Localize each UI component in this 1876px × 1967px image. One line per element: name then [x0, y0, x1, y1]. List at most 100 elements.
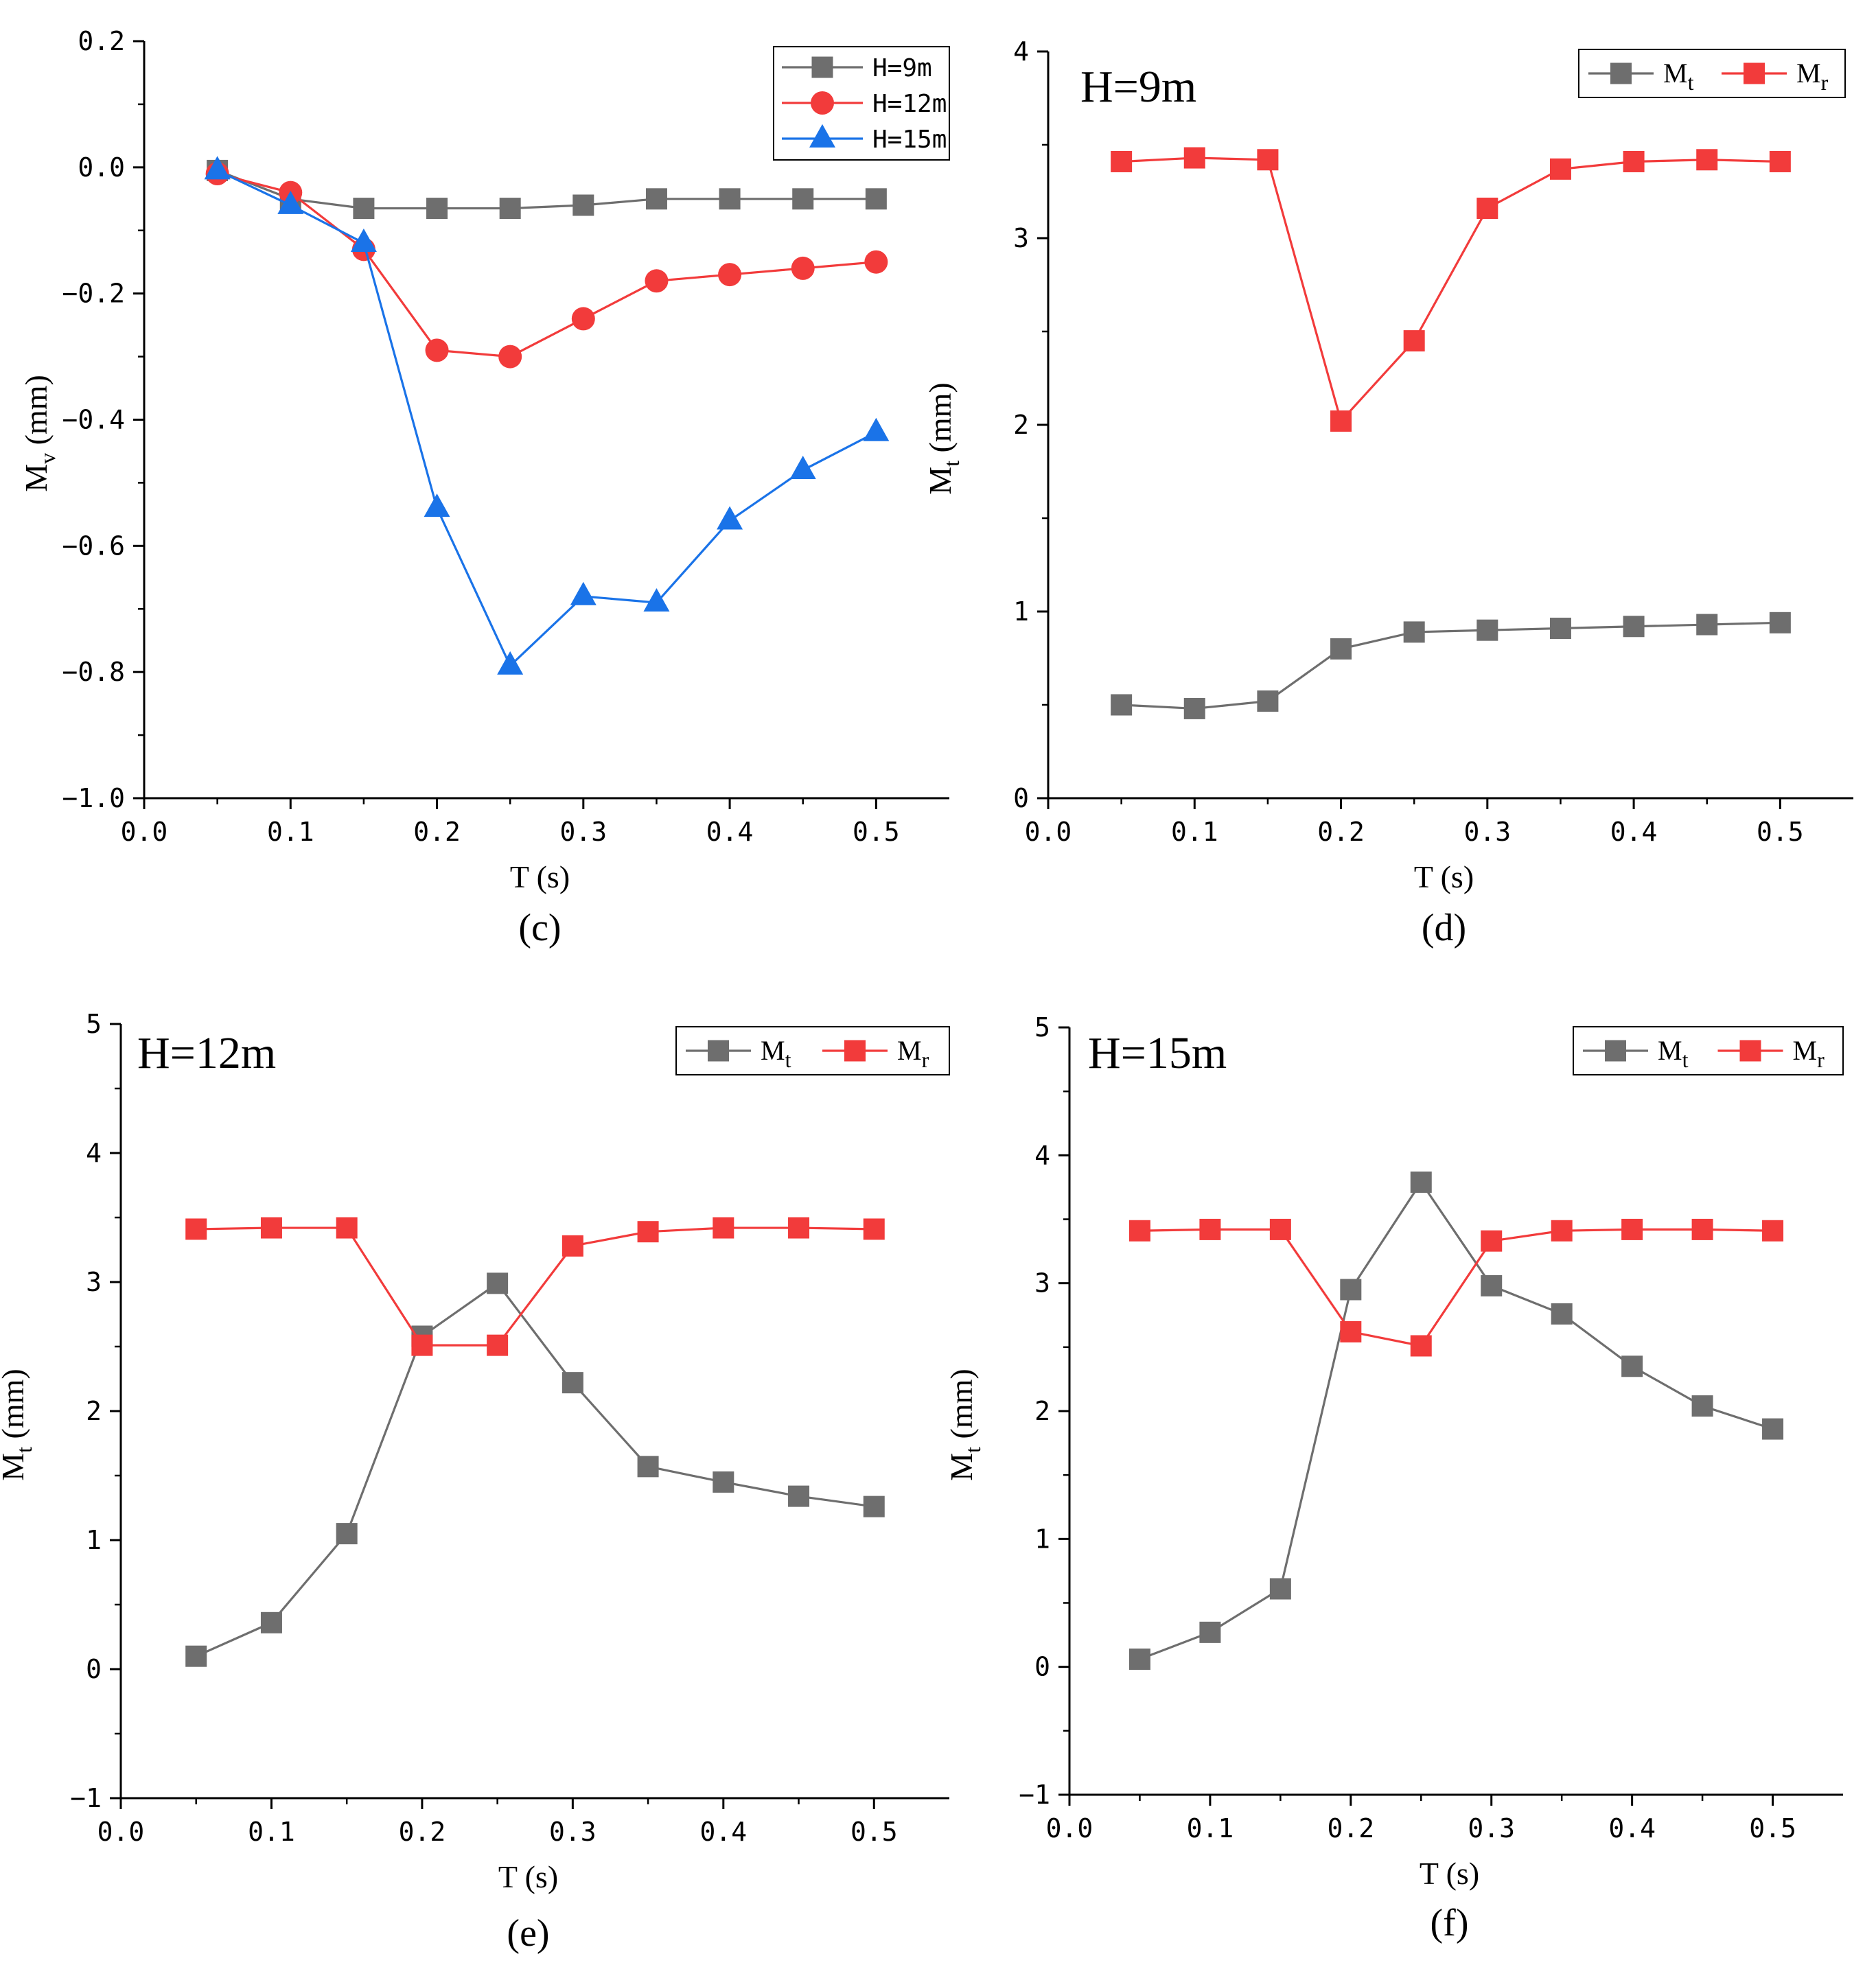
- x-tick-label: 0.2: [1327, 1813, 1374, 1843]
- data-point: [277, 190, 304, 214]
- data-point: [1403, 330, 1425, 352]
- series-line: [196, 1226, 875, 1347]
- data-point: [788, 1485, 810, 1507]
- y-axis-title-main: M: [944, 1453, 979, 1481]
- chart-panel-d: 0.0 0.1 0.2 0.3 0.4 0.5 0 1 2 3 4 T (s) Mt (mm) (d) H=…: [923, 36, 1853, 949]
- legend-label: Mt: [1658, 1035, 1689, 1072]
- x-axis-title: T (s): [498, 1859, 558, 1894]
- data-point: [1410, 1335, 1432, 1357]
- data-point: [1691, 1395, 1713, 1417]
- panel-annotation: H=15m: [1088, 1028, 1227, 1078]
- data-point: [643, 587, 670, 612]
- data-point: [792, 188, 814, 210]
- data-point: [185, 1645, 207, 1667]
- data-point: [1769, 150, 1791, 172]
- x-tick-label: 0.5: [853, 817, 900, 847]
- x-tick-label: 0.0: [1046, 1813, 1093, 1843]
- legend-marker: [1744, 62, 1765, 84]
- x-tick-label: 0.4: [706, 817, 754, 847]
- data-point: [204, 156, 231, 180]
- y-axis-title: Mv (mm): [19, 375, 60, 492]
- legend-label-main: H=12m: [872, 90, 947, 118]
- series-line: [217, 169, 877, 210]
- x-tick-label: 0.5: [1757, 817, 1804, 847]
- legend-label-sub: r: [922, 1047, 929, 1072]
- panel-annotation: H=12m: [137, 1028, 276, 1078]
- legend-label-sub: t: [1688, 70, 1694, 95]
- legend-label-main: M: [1793, 1035, 1818, 1066]
- x-tick-label: 0.3: [1463, 817, 1511, 847]
- series-1: [185, 1217, 885, 1356]
- data-point: [498, 345, 522, 369]
- x-tick-label: 0.5: [850, 1817, 898, 1847]
- legend-label: H=12m: [872, 90, 947, 118]
- data-point: [336, 1217, 358, 1239]
- series-line: [1121, 156, 1781, 423]
- data-point: [336, 1523, 358, 1545]
- legend-label-main: H=15m: [872, 126, 947, 154]
- data-point: [1269, 1578, 1291, 1600]
- series-1: [1111, 147, 1791, 432]
- legend-label-main: H=9m: [872, 54, 932, 82]
- y-axis-title-sub: t: [12, 1447, 36, 1453]
- y-tick-label: 1: [1034, 1524, 1050, 1554]
- x-tick-label: 0.4: [1610, 817, 1658, 847]
- series-2: [204, 156, 890, 675]
- data-point: [1549, 617, 1571, 639]
- panel-annotation: H=9m: [1080, 62, 1196, 112]
- x-tick-label: 0.0: [97, 1817, 145, 1847]
- y-tick-label: −1.0: [62, 783, 125, 813]
- y-tick-label: −0.4: [62, 405, 125, 435]
- data-point: [1549, 158, 1571, 180]
- series-1: [1128, 1218, 1784, 1357]
- data-point: [1330, 638, 1352, 660]
- chart-panel-c: 0.0 0.1 0.2 0.3 0.4 0.5 0.2 0.0 −0.2 −0.4 −0.6 −0.8…: [19, 26, 950, 949]
- data-point: [1257, 690, 1279, 712]
- y-tick-label: 3: [1034, 1268, 1050, 1299]
- series-1: [205, 162, 888, 369]
- y-tick-label: 5: [86, 1009, 102, 1039]
- x-tick-label: 0.2: [413, 817, 461, 847]
- series-line: [196, 1281, 875, 1657]
- legend-marker: [811, 91, 834, 115]
- y-axis-title: Mt (mm): [0, 1369, 36, 1481]
- data-point: [788, 1217, 810, 1239]
- x-tick-label: 0.3: [1468, 1813, 1515, 1843]
- data-point: [719, 188, 741, 210]
- y-axis-title-main: M: [19, 464, 54, 492]
- x-tick-label: 0.3: [559, 817, 607, 847]
- y-tick-label: −1: [1019, 1780, 1050, 1810]
- legend-marker: [844, 1040, 866, 1062]
- legend-label: Mt: [761, 1035, 791, 1072]
- data-point: [1691, 1218, 1713, 1240]
- data-point: [1769, 612, 1791, 633]
- y-tick-label: 4: [1034, 1140, 1050, 1170]
- data-point: [1269, 1218, 1291, 1240]
- data-point: [185, 1218, 207, 1240]
- data-point: [1762, 1220, 1784, 1242]
- x-tick-label: 0.1: [248, 1817, 295, 1847]
- data-point: [353, 198, 375, 220]
- data-point: [1330, 410, 1352, 432]
- legend-label: H=9m: [872, 54, 932, 82]
- data-point: [424, 493, 450, 517]
- y-tick-label: 2: [86, 1396, 102, 1426]
- y-tick-label: 3: [86, 1267, 102, 1297]
- y-tick-label: 0: [1034, 1652, 1050, 1682]
- legend-label-sub: r: [1821, 70, 1829, 95]
- data-point: [791, 256, 815, 280]
- data-point: [561, 1235, 583, 1257]
- y-tick-label: −0.6: [62, 531, 125, 561]
- series-line: [216, 169, 877, 668]
- data-point: [1410, 1171, 1432, 1193]
- data-point: [637, 1456, 659, 1478]
- x-axis-title: T (s): [1420, 1856, 1479, 1891]
- data-point: [1257, 149, 1279, 171]
- data-point: [1477, 619, 1498, 641]
- legend-label-main: M: [897, 1035, 922, 1066]
- data-point: [1696, 614, 1718, 636]
- data-point: [1340, 1320, 1362, 1342]
- chart-panel-e: 0.0 0.1 0.2 0.3 0.4 0.5 −1 0 1 2 3 4 5 T (s) Mt (mm) (e…: [0, 1009, 950, 1955]
- y-axis-title-main: M: [923, 467, 958, 495]
